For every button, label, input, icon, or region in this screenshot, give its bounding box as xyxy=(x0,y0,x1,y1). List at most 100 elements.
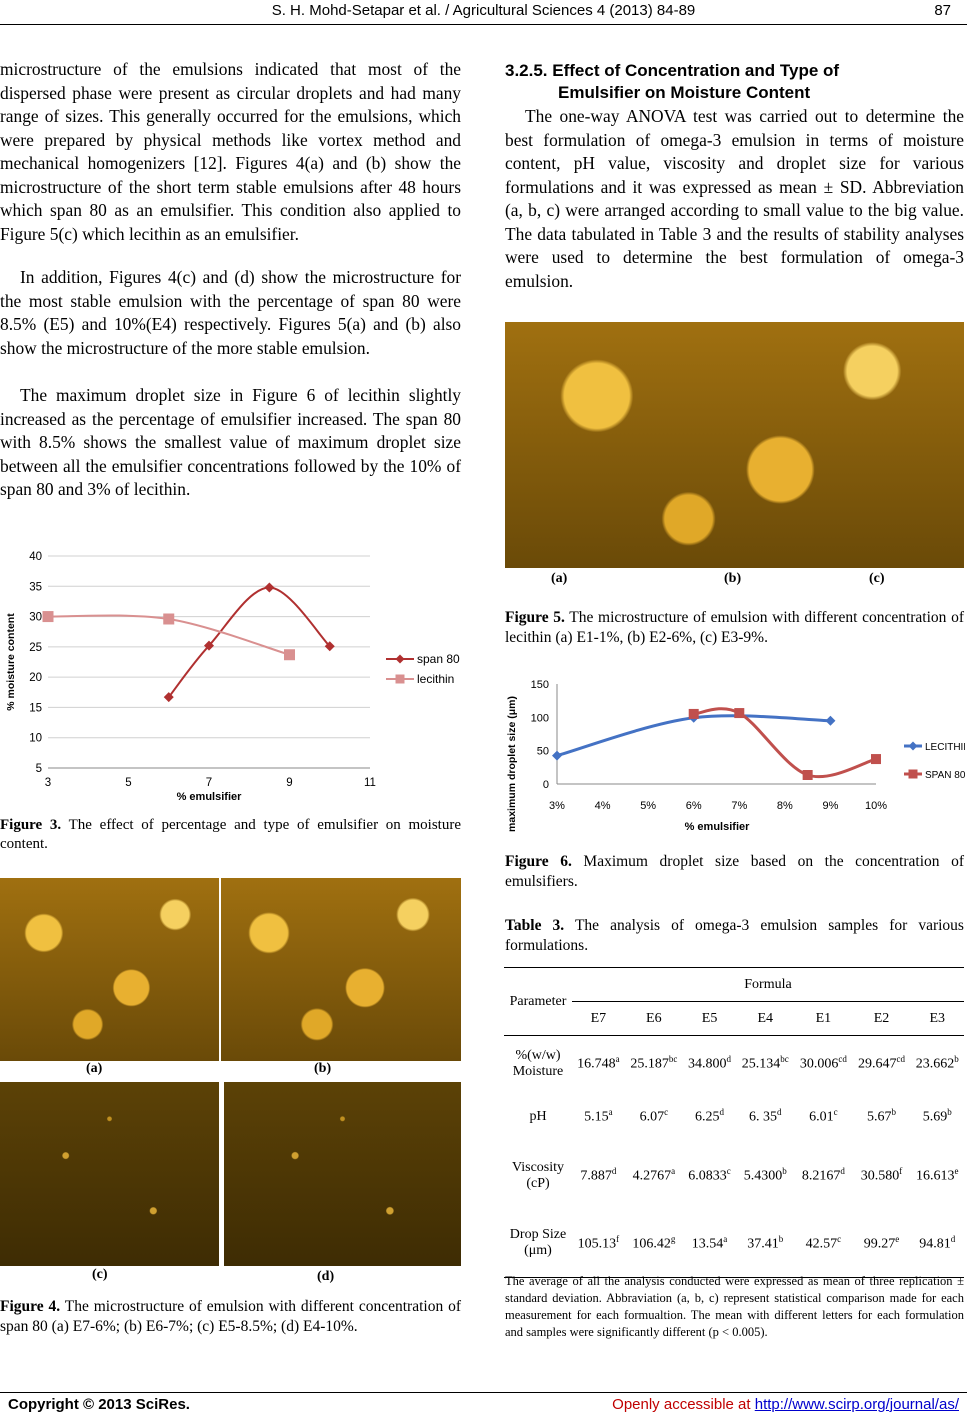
y-tick-label: 35 xyxy=(29,581,42,593)
table-cell-value: 105.13 xyxy=(577,1236,617,1252)
table-cell-value: 6.07 xyxy=(639,1109,665,1125)
footer-access-prefix: Openly accessible at xyxy=(612,1396,755,1413)
table-cell-value: 5.4300 xyxy=(743,1168,783,1184)
table-cell: 29.647cd xyxy=(852,1036,910,1092)
table-cell-value: 34.800 xyxy=(688,1057,727,1073)
legend-label: LECITHIN xyxy=(925,742,965,753)
table-cell-value: 8.2167 xyxy=(801,1168,841,1184)
table-cell-value: 25.187 xyxy=(630,1057,669,1073)
table-cell-significance: cd xyxy=(838,1054,847,1065)
table-cell-significance: c xyxy=(664,1107,669,1118)
table-cell: 30.006cd xyxy=(794,1036,852,1092)
y-tick-label: 25 xyxy=(29,642,42,654)
table-cell: 16.748a xyxy=(572,1036,625,1092)
left-paragraph-1: microstructure of the emulsions indicate… xyxy=(0,59,461,244)
table-column-header: E2 xyxy=(873,1010,890,1026)
data-point xyxy=(395,654,405,664)
table-cell: 23.662b xyxy=(911,1036,964,1092)
x-tick-label: 4% xyxy=(595,800,611,812)
table-cell: 13.54a xyxy=(683,1210,736,1278)
data-point xyxy=(163,692,174,703)
data-point xyxy=(324,641,335,652)
table-cell: 5.67b xyxy=(852,1092,910,1142)
table-cell: 4.2767a xyxy=(625,1142,683,1210)
figure-5-micrograph xyxy=(505,322,964,568)
y-tick-label: 150 xyxy=(531,679,549,691)
left-paragraph-3: The maximum droplet size in Figure 6 of … xyxy=(0,385,461,499)
left-paragraph-2: In addition, Figures 4(c) and (d) show t… xyxy=(0,267,461,358)
table-cell-significance: d xyxy=(611,1166,617,1177)
table-cell-value: 6.25 xyxy=(695,1109,720,1125)
table-cell: 5.15a xyxy=(572,1092,625,1142)
table-cell-value: 6. 35 xyxy=(749,1109,778,1125)
footer-access: Openly accessible at http://www.scirp.or… xyxy=(612,1396,959,1413)
table-cell: 105.13f xyxy=(572,1210,625,1278)
table-row-parameter: pH xyxy=(529,1108,547,1124)
table-cell-value: 13.54 xyxy=(691,1236,724,1252)
table-cell: 42.57c xyxy=(794,1210,852,1278)
y-tick-label: 15 xyxy=(29,702,42,714)
table-cell-significance: f xyxy=(899,1166,903,1177)
table-cell: 106.42g xyxy=(625,1210,683,1278)
table-cell-value: 5.69 xyxy=(922,1109,948,1125)
x-tick-label: 7% xyxy=(731,800,747,812)
table-cell: 5.4300b xyxy=(736,1142,794,1210)
data-point xyxy=(204,640,214,651)
y-axis-label: maximum droplet size (μm) xyxy=(506,696,518,832)
table-3-caption: Table 3. The analysis of omega-3 emulsio… xyxy=(505,916,964,956)
table-cell-significance: e xyxy=(954,1166,959,1177)
table-header-parameter: Parameter xyxy=(509,993,567,1009)
figure-4-caption: Figure 4. The microstructure of emulsion… xyxy=(0,1297,461,1337)
table-cell: 16.613e xyxy=(911,1142,964,1210)
table-cell: 25.187bc xyxy=(625,1036,683,1092)
table-cell-value: 37.41 xyxy=(747,1236,779,1252)
table-cell-value: 94.81 xyxy=(919,1236,951,1252)
figure-4c-label: (c) xyxy=(92,1267,108,1282)
table-3-caption-label: Table 3. xyxy=(505,917,565,934)
table-cell: 6.0833c xyxy=(683,1142,736,1210)
y-tick-label: 40 xyxy=(29,551,42,563)
table-row: %(w/w) Moisture 16.748a 25.187bc 34.800d 25.… xyxy=(504,1036,964,1092)
legend-label: SPAN 80 xyxy=(925,770,965,781)
figure-5-caption: Figure 5. The microstructure of emulsion… xyxy=(505,608,964,648)
table-cell-significance: b xyxy=(782,1166,787,1177)
header-rule xyxy=(0,24,967,25)
x-tick-label: 5 xyxy=(125,777,131,789)
table-cell-significance: cd xyxy=(896,1054,906,1065)
x-tick-label: 3% xyxy=(549,800,565,812)
table-cell-value: 25.134 xyxy=(741,1057,781,1073)
table-row-parameter: Viscosity (cP) xyxy=(511,1159,565,1191)
y-tick-label: 10 xyxy=(29,733,42,745)
table-cell-significance: b xyxy=(947,1107,952,1118)
x-tick-label: 3 xyxy=(45,777,51,789)
table-column-header: E3 xyxy=(929,1010,946,1026)
table-cell: 6. 35d xyxy=(736,1092,794,1142)
table-cell-significance: bc xyxy=(780,1054,789,1065)
figure-4b-label: (b) xyxy=(314,1061,332,1076)
legend-label: lecithin xyxy=(417,672,454,686)
table-cell: 94.81d xyxy=(911,1210,964,1278)
table-header-formula: Formula xyxy=(572,967,964,1002)
data-point xyxy=(734,708,745,719)
y-tick-label: 20 xyxy=(29,672,42,684)
journal-link[interactable]: http://www.scirp.org/journal/as/ xyxy=(754,1396,959,1413)
table-cell: 6.25d xyxy=(683,1092,736,1142)
x-tick-label: 6% xyxy=(686,800,702,812)
table-cell-value: 30.580 xyxy=(860,1168,900,1184)
figure-6-caption-text: Maximum droplet size based on the concen… xyxy=(505,853,964,890)
data-point xyxy=(825,715,836,726)
table-3-note: The average of all the analysis conducte… xyxy=(505,1274,964,1339)
page-footer: Copyright © 2013 SciRes. Openly accessib… xyxy=(0,1392,967,1417)
x-tick-label: 5% xyxy=(640,800,656,812)
table-cell: 99.27e xyxy=(852,1210,910,1278)
y-tick-label: 0 xyxy=(543,779,549,791)
right-paragraph-1: The one-way ANOVA test was carried out t… xyxy=(505,106,964,291)
table-column-header: E5 xyxy=(701,1010,718,1026)
y-tick-label: 50 xyxy=(537,746,549,758)
figure-5a-label: (a) xyxy=(551,571,568,586)
footer-copyright: Copyright © 2013 SciRes. xyxy=(8,1396,190,1413)
table-cell-significance: bc xyxy=(668,1054,678,1065)
series-line xyxy=(167,586,331,698)
y-tick-label: 5 xyxy=(36,763,42,775)
table-cell: 34.800d xyxy=(683,1036,736,1092)
